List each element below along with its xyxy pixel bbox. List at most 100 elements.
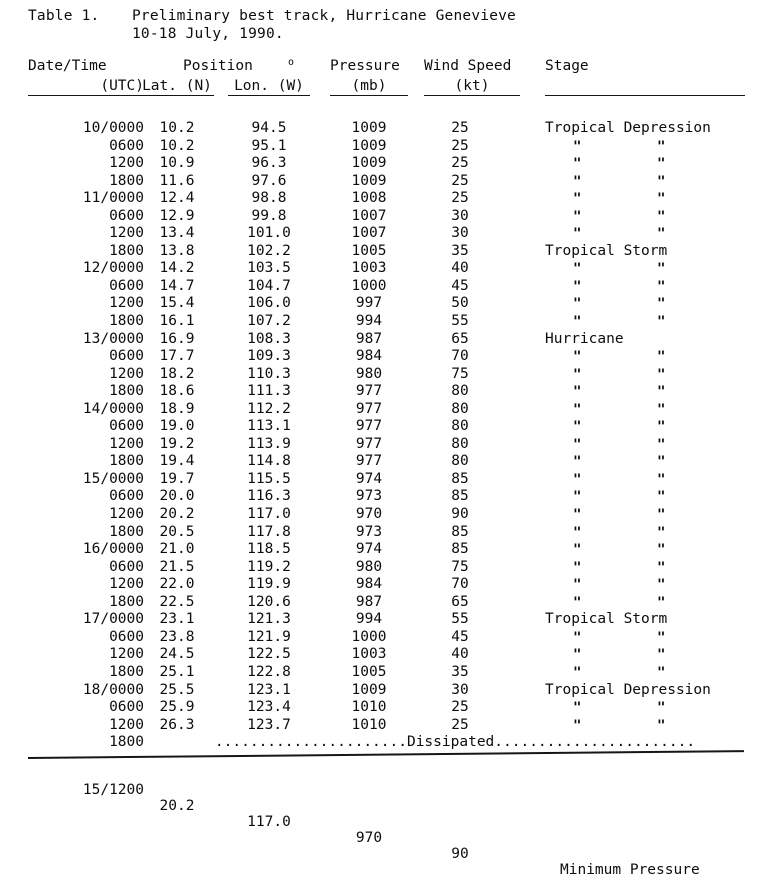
cell-lon: 121.9 (247, 628, 291, 645)
cell-date-time: 1200 (109, 646, 144, 663)
cell-lat: 21.5 (159, 558, 195, 575)
cell-lon: 108.3 (247, 330, 291, 347)
ditto-mark: " (657, 559, 666, 576)
cell-date-time: 17/0000 (82, 611, 144, 628)
cell-wind: 80 (451, 418, 469, 435)
cell-wind: 85 (451, 541, 469, 558)
cell-lon: 123.1 (247, 681, 291, 698)
cell-pressure: 1008 (351, 190, 387, 207)
ditto-mark: " (657, 717, 666, 734)
column-header-wind-unit: (kt) (424, 78, 520, 96)
ditto-mark: " (573, 296, 582, 313)
ditto-mark: " (573, 349, 582, 366)
cell-wind: 55 (451, 313, 469, 330)
cell-lat: 19.7 (159, 470, 195, 487)
cell-wind: 85 (451, 470, 469, 487)
stage-label: Tropical Depression (545, 120, 711, 136)
cell-date-time: 1800 (109, 172, 144, 189)
ditto-mark: " (657, 349, 666, 366)
table-row: 1200 22.0 119.9 984 70 " " (0, 576, 759, 594)
cell-lon: 117.8 (247, 523, 291, 540)
cell-lon: 113.1 (247, 418, 291, 435)
ditto-mark: " (573, 647, 582, 664)
cell-lon: 106.0 (247, 295, 291, 312)
cell-wind: 45 (451, 628, 469, 645)
cell-date-time: 1200 (109, 365, 144, 382)
ditto-mark: " (657, 401, 666, 418)
table-row: 0600 23.8 121.9 1000 45 " " (0, 629, 759, 647)
table-row: 12/0000 14.2 103.5 1003 40 " " (0, 260, 759, 278)
ditto-mark: " (657, 524, 666, 541)
stage-label: Hurricane (545, 330, 624, 347)
table-row: 1200 26.3 123.7 1010 25 " " (0, 717, 759, 735)
ditto-mark: " (573, 191, 582, 208)
summary-date-time: 15/1200 (82, 782, 144, 798)
column-header-lon: Lon. (W) (228, 78, 310, 96)
cell-pressure: 1003 (351, 646, 387, 663)
cell-wind: 25 (451, 120, 469, 136)
ditto-mark: " (573, 436, 582, 453)
ditto-mark: " (573, 594, 582, 611)
cell-date-time: 0600 (109, 277, 144, 294)
column-header-stage-rule (545, 78, 745, 96)
cell-date-time: 0600 (109, 137, 144, 154)
ditto-mark: " (573, 138, 582, 155)
document-page: Table 1. Preliminary best track, Hurrica… (0, 8, 759, 878)
cell-lon: 122.5 (247, 646, 291, 663)
cell-wind: 85 (451, 523, 469, 540)
cell-date-time: 1800 (109, 453, 144, 470)
cell-lat: 13.4 (159, 225, 195, 242)
table-row: 11/0000 12.4 98.8 1008 25 " " (0, 190, 759, 208)
ditto-mark: " (657, 594, 666, 611)
cell-lat: 25.1 (159, 663, 195, 680)
ditto-mark: " (657, 629, 666, 646)
cell-wind: 85 (451, 488, 469, 505)
ditto-mark: " (657, 138, 666, 155)
cell-lon: 112.2 (247, 400, 291, 417)
summary-wind: 90 (451, 846, 469, 862)
cell-wind: 70 (451, 348, 469, 365)
ditto-mark: " (573, 559, 582, 576)
cell-pressure: 977 (355, 400, 383, 417)
ditto-mark: " (573, 664, 582, 681)
cell-wind: 40 (451, 260, 469, 277)
ditto-mark: " (657, 261, 666, 278)
table-title-line1: Preliminary best track, Hurricane Genevi… (132, 8, 516, 24)
cell-wind: 80 (451, 435, 469, 452)
cell-lon: 115.5 (247, 470, 291, 487)
cell-date-time: 10/0000 (82, 120, 144, 136)
cell-wind: 30 (451, 225, 469, 242)
ditto-mark: " (657, 226, 666, 243)
cell-wind: 55 (451, 611, 469, 628)
cell-lat: 22.0 (159, 576, 195, 593)
table-row: 0600 25.9 123.4 1010 25 " " (0, 699, 759, 717)
ditto-mark: " (657, 191, 666, 208)
cell-lat: 19.2 (159, 435, 195, 452)
table-row: 16/0000 21.0 118.5 974 85 " " (0, 541, 759, 559)
cell-date-time: 1800 (109, 383, 144, 400)
table-row: 1800 18.6 111.3 977 80 " " (0, 383, 759, 401)
cell-lat: 19.4 (159, 453, 195, 470)
cell-date-time: 1800 (109, 313, 144, 330)
cell-wind: 65 (451, 330, 469, 347)
column-header-date-time: Date/Time (28, 58, 107, 74)
cell-pressure: 980 (355, 558, 383, 575)
cell-date-time: 0600 (109, 207, 144, 224)
cell-wind: 65 (451, 593, 469, 610)
cell-wind: 25 (451, 716, 469, 733)
cell-pressure: 1009 (351, 172, 387, 189)
ditto-mark: " (573, 173, 582, 190)
cell-date-time: 11/0000 (82, 190, 144, 207)
ditto-mark: " (573, 542, 582, 559)
ditto-mark: " (573, 471, 582, 488)
cell-pressure: 1007 (351, 207, 387, 224)
cell-pressure: 1010 (351, 699, 387, 716)
table-row: 0600 12.9 99.8 1007 30 " " (0, 208, 759, 226)
table-row: 1200 13.4 101.0 1007 30 " " (0, 225, 759, 243)
table-row: 1200 19.2 113.9 977 80 " " (0, 436, 759, 454)
table-row: 1800 25.1 122.8 1005 35 " " (0, 664, 759, 682)
cell-pressure: 1009 (351, 137, 387, 154)
cell-date-time: 0600 (109, 488, 144, 505)
table-title-line2: 10-18 July, 1990. (132, 26, 284, 42)
cell-lon: 118.5 (247, 541, 291, 558)
